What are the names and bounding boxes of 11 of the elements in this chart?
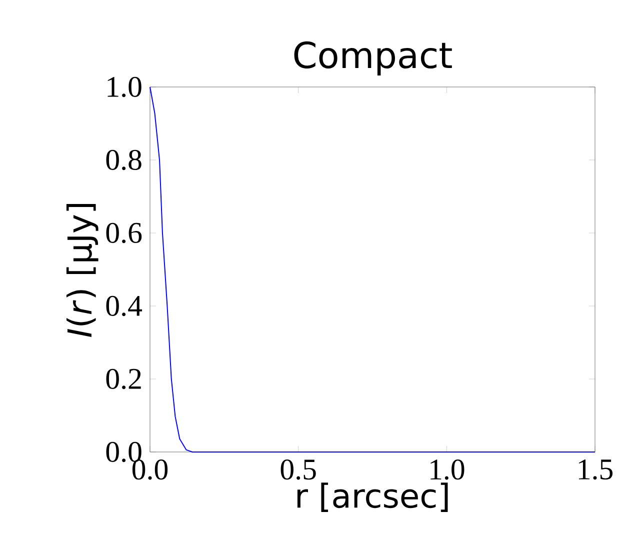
x-tick-label: 1.0 (430, 460, 464, 480)
x-tick-label: 1.5 (578, 460, 613, 480)
x-tick-label: 0.5 (280, 460, 316, 480)
y-axis-title: I(r) [μJy] (66, 204, 98, 337)
y-tick-label: 1.0 (108, 76, 142, 98)
y-tick-label: 0.4 (106, 296, 142, 316)
y-tick-label: 0.2 (106, 368, 141, 390)
x-axis-title: r [arcsec] (297, 482, 448, 512)
chart-title: Compact (294, 41, 452, 76)
y-tick-label: 0.6 (106, 222, 142, 244)
y-tick-label: 0.8 (106, 150, 142, 170)
